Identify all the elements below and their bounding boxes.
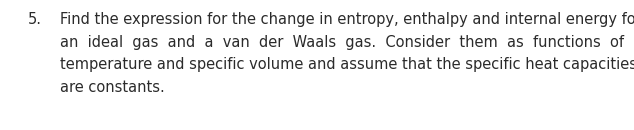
- Text: an  ideal  gas  and  a  van  der  Waals  gas.  Consider  them  as  functions  of: an ideal gas and a van der Waals gas. Co…: [60, 34, 624, 50]
- Text: temperature and specific volume and assume that the specific heat capacities: temperature and specific volume and assu…: [60, 57, 634, 72]
- Text: Find the expression for the change in entropy, enthalpy and internal energy for: Find the expression for the change in en…: [60, 12, 634, 27]
- Text: are constants.: are constants.: [60, 80, 165, 95]
- Text: 5.: 5.: [28, 12, 42, 27]
